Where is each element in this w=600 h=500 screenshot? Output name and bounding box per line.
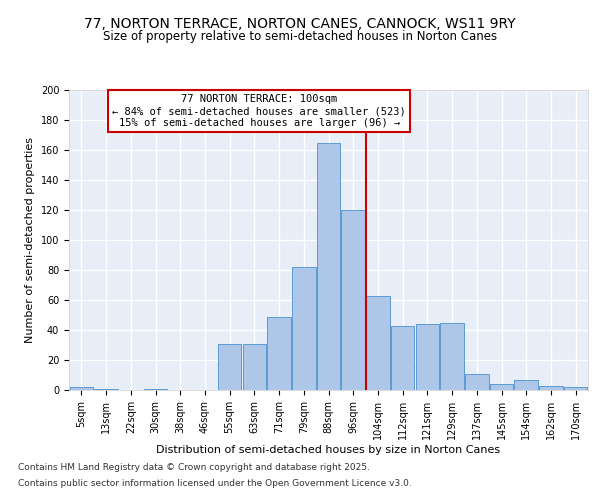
Text: Contains public sector information licensed under the Open Government Licence v3: Contains public sector information licen… xyxy=(18,478,412,488)
Bar xyxy=(465,374,488,390)
Bar xyxy=(539,386,563,390)
Text: 77 NORTON TERRACE: 100sqm
← 84% of semi-detached houses are smaller (523)
15% of: 77 NORTON TERRACE: 100sqm ← 84% of semi-… xyxy=(112,94,406,128)
Bar xyxy=(70,387,93,390)
Bar xyxy=(218,344,241,390)
Bar xyxy=(391,326,415,390)
Text: Contains HM Land Registry data © Crown copyright and database right 2025.: Contains HM Land Registry data © Crown c… xyxy=(18,464,370,472)
Text: Size of property relative to semi-detached houses in Norton Canes: Size of property relative to semi-detach… xyxy=(103,30,497,43)
X-axis label: Distribution of semi-detached houses by size in Norton Canes: Distribution of semi-detached houses by … xyxy=(157,444,500,454)
Bar xyxy=(416,324,439,390)
Bar xyxy=(490,384,513,390)
Bar xyxy=(144,388,167,390)
Bar xyxy=(94,388,118,390)
Bar xyxy=(292,267,316,390)
Bar xyxy=(564,387,587,390)
Bar xyxy=(341,210,365,390)
Bar xyxy=(317,142,340,390)
Y-axis label: Number of semi-detached properties: Number of semi-detached properties xyxy=(25,137,35,343)
Bar xyxy=(268,316,291,390)
Bar xyxy=(366,296,389,390)
Bar xyxy=(514,380,538,390)
Bar xyxy=(242,344,266,390)
Text: 77, NORTON TERRACE, NORTON CANES, CANNOCK, WS11 9RY: 77, NORTON TERRACE, NORTON CANES, CANNOC… xyxy=(84,18,516,32)
Bar xyxy=(440,322,464,390)
